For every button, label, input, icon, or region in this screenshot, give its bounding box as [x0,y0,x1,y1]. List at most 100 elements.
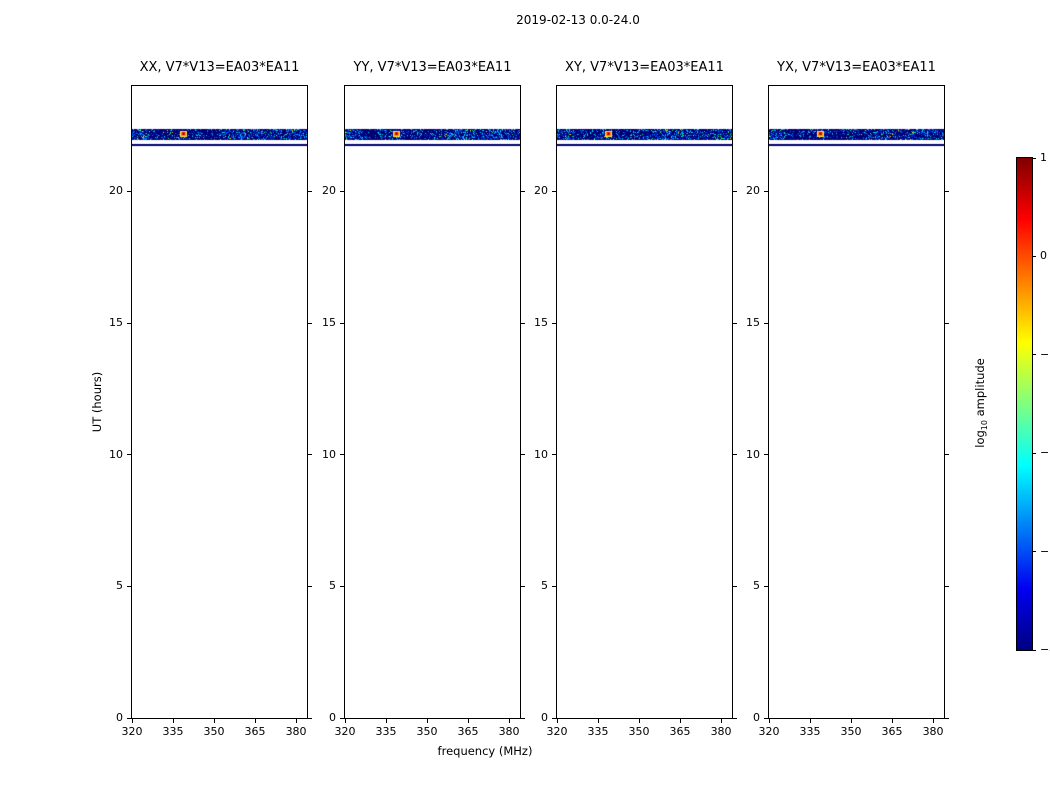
y-tick-right [308,454,312,456]
y-tick-left [764,454,768,456]
y-tick-label: 0 [541,711,548,724]
y-tick-right [733,585,737,587]
spectrogram-canvas-yx [769,86,944,718]
colorbar: 1 0 −1 −2 −3 −4 [1016,151,1050,656]
colorbar-tick [1032,157,1036,159]
panel-title-xy: XY, V7*V13=EA03*EA11 [565,60,724,75]
y-tick-label: 0 [329,711,336,724]
x-tick-label: 365 [457,725,479,738]
y-tick-left [764,190,768,192]
x-tick [809,719,811,723]
x-tick [131,719,133,723]
x-tick [556,719,558,723]
plot-frame [768,85,945,719]
colorbar-tick [1032,551,1036,553]
y-tick-left [552,322,556,324]
y-tick-label: 20 [109,184,123,198]
x-tick [344,719,346,723]
x-tick [254,719,256,723]
x-tick [426,719,428,723]
x-tick [508,719,510,723]
x-tick-label: 320 [334,725,356,738]
x-tick [213,719,215,723]
y-tick-right [308,322,312,324]
x-axis-label: frequency (MHz) [437,744,533,758]
x-tick-label: 350 [840,725,862,738]
colorbar-tick-label: 1 [1040,151,1047,164]
x-tick-label: 335 [375,725,397,738]
x-tick [768,719,770,723]
panel-title-yy: YY, V7*V13=EA03*EA11 [353,60,512,75]
y-tick-right [521,585,525,587]
x-tick-label: 380 [710,725,732,738]
plot-frame [344,85,521,719]
y-tick-left [127,454,131,456]
x-tick-label: 380 [285,725,307,738]
colorbar-label-text: log [972,430,987,448]
y-tick-right [733,190,737,192]
y-tick-right [945,585,949,587]
y-tick-label: 15 [534,316,548,329]
colorbar-tick-label: −4 [1040,643,1050,656]
x-tick [295,719,297,723]
spectrogram-canvas-xy [557,86,732,718]
x-tick [891,719,893,723]
y-tick-left [127,190,131,192]
x-tick [597,719,599,723]
y-tick-right [521,454,525,456]
x-tick-label: 335 [799,725,821,738]
spectrogram-canvas-xx [132,86,307,718]
y-tick-label: 20 [746,184,760,198]
x-tick-label: 320 [121,725,143,738]
y-tick-label: 15 [322,316,336,329]
y-tick-label: 15 [109,316,123,329]
colorbar-tick [1032,354,1036,356]
x-tick-label: 365 [881,725,903,738]
y-axis-label: UT (hours) [90,371,104,433]
x-tick-label: 335 [587,725,609,738]
y-tick-label: 10 [746,447,760,461]
y-tick-left [340,717,344,719]
y-tick-left [127,585,131,587]
x-tick-label: 365 [244,725,266,738]
colorbar-tick [1032,255,1036,257]
y-tick-left [552,585,556,587]
figure-title: 2019-02-13 0.0-24.0 [516,13,640,27]
y-tick-label: 0 [753,711,760,724]
x-tick [850,719,852,723]
y-tick-label: 10 [322,447,336,461]
colorbar-gradient [1017,158,1032,650]
y-tick-left [340,454,344,456]
panel-title-yx: YX, V7*V13=EA03*EA11 [777,60,936,75]
y-tick-label: 5 [541,579,548,593]
y-tick-left [764,717,768,719]
y-tick-left [552,454,556,456]
panel-xx: XX, V7*V13=EA03*EA11 320 335 350 365 380 0 5 10… [109,60,312,738]
y-tick-left [340,585,344,587]
x-tick [467,719,469,723]
colorbar-tick-label: −1 [1040,347,1050,361]
panel-yy: YY, V7*V13=EA03*EA11 320 335 350 365 380 0 5 10… [322,60,525,738]
y-tick-left [764,322,768,324]
x-tick [932,719,934,723]
x-tick [720,719,722,723]
y-tick-right [521,322,525,324]
panel-yx: YX, V7*V13=EA03*EA11 320 335 350 365 380 0 5 10… [746,60,949,738]
y-tick-right [733,454,737,456]
y-tick-right [945,717,949,719]
y-tick-label: 0 [116,711,123,724]
colorbar-tick [1032,649,1036,651]
y-tick-label: 10 [534,447,548,461]
x-tick-label: 350 [416,725,438,738]
plot-frame [556,85,733,719]
colorbar-tick-label: 0 [1040,249,1047,263]
y-tick-left [127,717,131,719]
y-tick-label: 15 [746,316,760,329]
y-tick-label: 20 [534,184,548,198]
colorbar-label-text2: amplitude [972,358,987,421]
y-tick-right [945,454,949,456]
y-tick-right [945,190,949,192]
x-tick-label: 380 [922,725,944,738]
x-tick-label: 380 [498,725,520,738]
